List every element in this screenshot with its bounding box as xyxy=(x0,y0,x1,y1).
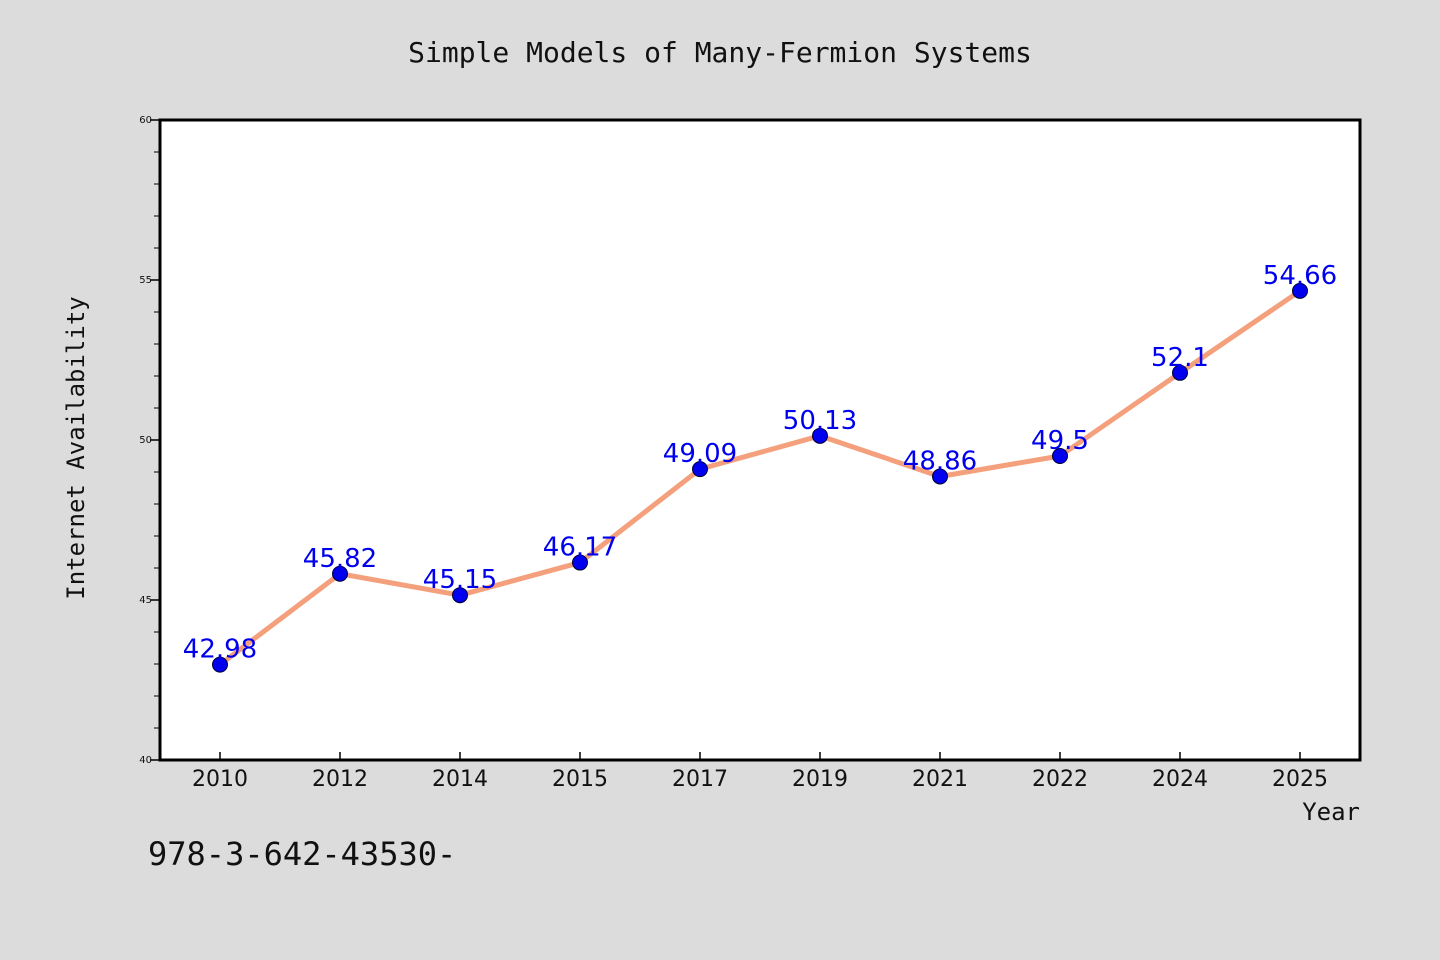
x-tick-label: 2015 xyxy=(552,767,608,792)
y-tick-label: 45 xyxy=(139,595,152,606)
data-point xyxy=(1172,364,1188,381)
x-tick-label: 2019 xyxy=(792,767,848,792)
data-label: 50.13 xyxy=(783,406,857,436)
chart-title: Simple Models of Many-Fermion Systems xyxy=(408,36,1032,69)
data-label: 45.82 xyxy=(303,544,377,574)
data-point xyxy=(812,427,828,444)
data-point xyxy=(212,656,228,673)
x-tick-label: 2024 xyxy=(1152,767,1208,792)
data-point xyxy=(452,587,468,604)
y-axis-ticks: 40 45 50 55 60 xyxy=(139,115,160,766)
data-label: 46.17 xyxy=(543,533,617,563)
plot-area xyxy=(160,120,1360,760)
data-point xyxy=(332,565,348,582)
data-label: 49.09 xyxy=(663,439,737,469)
data-point xyxy=(1292,282,1308,299)
y-axis-label: Internet Availability xyxy=(62,296,90,599)
x-tick-label: 2022 xyxy=(1032,767,1088,792)
isbn-annotation: 978-3-642-43530- xyxy=(148,835,456,873)
plot-frame xyxy=(158,118,1362,762)
x-tick-label: 2010 xyxy=(192,767,248,792)
x-tick-label: 2021 xyxy=(912,767,968,792)
x-tick-label: 2012 xyxy=(312,767,368,792)
data-label: 48.86 xyxy=(903,446,977,476)
data-point xyxy=(692,461,708,478)
data-label: 52.1 xyxy=(1151,343,1209,373)
y-tick-label: 40 xyxy=(139,755,152,766)
x-axis-label: Year xyxy=(1302,798,1360,826)
x-tick-label: 2014 xyxy=(432,767,488,792)
data-point xyxy=(932,468,948,485)
series-line xyxy=(217,288,1303,668)
data-label: 42.98 xyxy=(183,635,257,665)
x-axis-ticks: 2010 2012 2014 2015 2017 2019 2021 2022 2024 2025 xyxy=(192,752,1328,792)
data-markers xyxy=(212,282,1308,673)
y-tick-label: 60 xyxy=(139,115,152,126)
data-labels: 42.98 45.82 45.15 46.17 49.09 50.13 48.86 49.5 5… xyxy=(183,261,1337,665)
data-label: 54.66 xyxy=(1263,261,1337,291)
data-point xyxy=(572,554,588,571)
data-label: 49.5 xyxy=(1031,426,1089,456)
data-point xyxy=(1052,448,1068,464)
y-tick-label: 50 xyxy=(139,435,152,446)
data-label: 45.15 xyxy=(423,565,497,595)
y-tick-label: 55 xyxy=(139,275,152,286)
x-tick-label: 2017 xyxy=(672,767,728,792)
x-tick-label: 2025 xyxy=(1272,767,1328,792)
